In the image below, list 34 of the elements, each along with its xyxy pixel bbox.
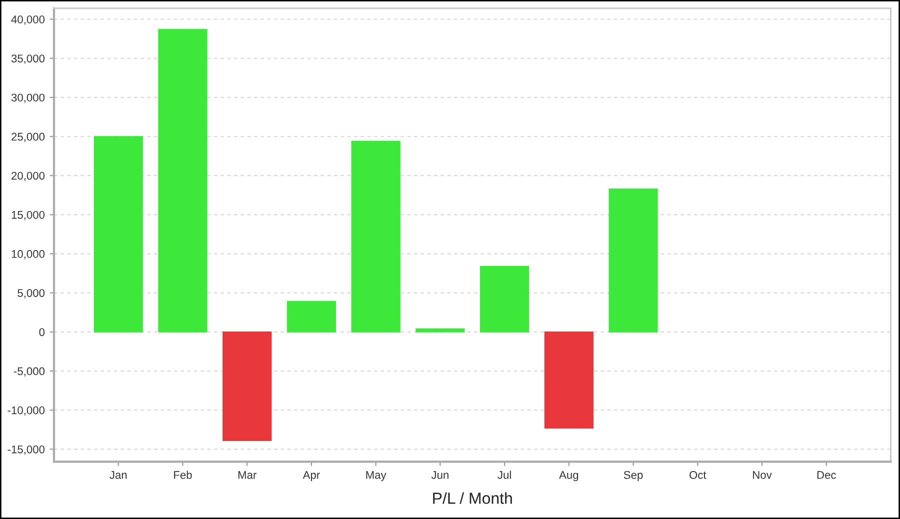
x-tick-label: Jun — [431, 471, 448, 479]
bar — [544, 332, 594, 429]
x-tick-label: Aug — [559, 471, 578, 482]
y-tick-label: 25,000 — [12, 132, 45, 142]
x-tick-label: Apr — [302, 471, 320, 482]
bar — [158, 28, 208, 332]
x-tick-label: Jul — [498, 470, 511, 479]
x-tick-label: May — [366, 471, 386, 482]
y-tick-label: -5,000 — [14, 367, 45, 376]
x-tick-label: Jan — [110, 471, 127, 479]
y-tick-label: 15,000 — [12, 210, 45, 220]
x-tick-label: Oct — [690, 471, 706, 479]
y-tick-label: 10,000 — [12, 250, 45, 260]
x-tick-label: Feb — [174, 470, 192, 479]
y-tick-label: 40,000 — [11, 16, 45, 25]
bar — [416, 328, 465, 332]
y-tick-label: 0 — [39, 328, 45, 336]
bar — [222, 332, 272, 442]
bar — [608, 188, 658, 332]
x-tick-label: Nov — [753, 471, 772, 479]
bar — [94, 136, 143, 332]
x-tick-label: Dec — [817, 471, 836, 479]
bar — [286, 301, 336, 332]
y-tick-label: 35,000 — [11, 54, 45, 64]
y-tick-label: 30,000 — [11, 94, 45, 103]
x-tick-label: Mar — [238, 471, 256, 479]
y-tick-label: 5,000 — [18, 289, 45, 298]
x-tick-label: Sep — [624, 471, 643, 482]
y-tick-label: -15,000 — [8, 445, 45, 455]
bar — [480, 266, 530, 332]
bar — [351, 140, 400, 332]
y-tick-label: -10,000 — [8, 406, 45, 416]
x-axis-title: P/L / Month — [433, 492, 512, 504]
y-tick-label: 20,000 — [12, 172, 45, 182]
